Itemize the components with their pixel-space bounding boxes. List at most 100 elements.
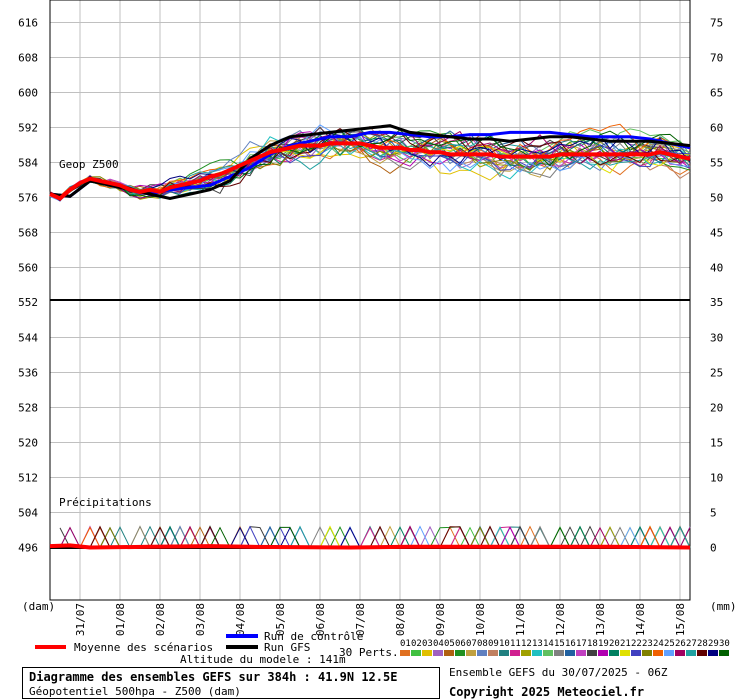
x-tick-label: 06/08 [314, 603, 327, 636]
right-tick-label: 5 [710, 507, 717, 520]
perturbation-legend-label: 05 [444, 639, 455, 649]
legend-gfs-label: Run GFS [264, 641, 310, 654]
left-tick-label: 496 [18, 542, 38, 555]
perturbation-legend-swatch [587, 650, 597, 656]
perturbation-legend-swatch [576, 650, 586, 656]
panel-label-precip: Précipitations [59, 496, 152, 509]
main-series-lines [49, 124, 691, 550]
perturbation-legend-swatch [686, 650, 696, 656]
copyright: Copyright 2025 Meteociel.fr [449, 685, 645, 699]
perturbation-legend-swatch [664, 650, 674, 656]
x-tick-label: 31/07 [74, 603, 87, 636]
perturbation-legend-swatch [543, 650, 553, 656]
x-tick-label: 11/08 [514, 603, 527, 636]
perturbation-legend-swatch [499, 650, 509, 656]
perturbation-legend-label: 06 [455, 639, 466, 649]
info-box: Diagramme des ensembles GEFS sur 384h : … [22, 667, 440, 699]
axes [49, 0, 691, 601]
perturbation-legend-swatch [631, 650, 641, 656]
x-tick-label: 14/08 [634, 603, 647, 636]
perturbation-legend: 01 02 03 04 05 06 07 08 09 10 11 12 13 14 15 16 17 18 19 20… [400, 639, 730, 656]
perturbation-legend-swatch [675, 650, 685, 656]
perturbation-legend-swatch [400, 650, 410, 656]
right-tick-label: 65 [710, 87, 723, 100]
perturbation-legend-label: 14 [543, 639, 554, 649]
left-tick-label: 584 [18, 157, 38, 170]
perturbation-count-label: 30 Perts. [339, 646, 399, 659]
perturbation-legend-label: 21 [620, 639, 631, 649]
x-tick-label: 04/08 [234, 603, 247, 636]
perturbation-legend-label: 28 [697, 639, 708, 649]
perturbation-legend-label: 16 [565, 639, 576, 649]
right-tick-label: 30 [710, 332, 723, 345]
perturbation-legend-swatch [488, 650, 498, 656]
left-tick-label: 536 [18, 367, 38, 380]
perturbation-legend-label: 15 [554, 639, 565, 649]
right-tick-label: 25 [710, 367, 723, 380]
right-tick-label: 55 [710, 157, 723, 170]
perturbation-line [49, 133, 691, 202]
perturbation-legend-swatch [510, 650, 520, 656]
left-unit-label: (dam) [22, 600, 55, 613]
perturbation-lines-precip [59, 525, 691, 549]
perturbation-legend-label: 17 [576, 639, 587, 649]
left-tick-label: 600 [18, 87, 38, 100]
perturbation-legend-swatch [708, 650, 718, 656]
perturbation-legend-label: 27 [686, 639, 697, 649]
perturbation-legend-swatch [422, 650, 432, 656]
perturbation-legend-label: 07 [466, 639, 477, 649]
perturbation-legend-label: 23 [642, 639, 653, 649]
perturbation-legend-swatch [719, 650, 729, 656]
x-tick-label: 10/08 [474, 603, 487, 636]
info-title: Diagramme des ensembles GEFS sur 384h : … [29, 670, 398, 684]
perturbation-legend-label: 09 [488, 639, 499, 649]
x-tick-label: 13/08 [594, 603, 607, 636]
perturbation-legend-swatch [609, 650, 619, 656]
left-tick-label: 528 [18, 402, 38, 415]
x-tick-label: 07/08 [354, 603, 367, 636]
perturbation-legend-swatch [455, 650, 465, 656]
perturbation-legend-label: 18 [587, 639, 598, 649]
perturbation-legend-label: 30 [719, 639, 730, 649]
altitude-label: Altitude du modele : 141m [180, 653, 346, 666]
panel-label-z500: Geop Z500 [59, 158, 119, 171]
series-line-precip [49, 543, 691, 550]
perturbation-legend-swatch [477, 650, 487, 656]
left-tick-label: 504 [18, 507, 38, 520]
right-tick-label: 60 [710, 122, 723, 135]
perturbation-legend-label: 11 [510, 639, 521, 649]
right-tick-label: 15 [710, 437, 723, 450]
perturbation-legend-swatch [554, 650, 564, 656]
perturbation-legend-swatch [433, 650, 443, 656]
left-tick-label: 592 [18, 122, 38, 135]
perturbation-legend-swatch [466, 650, 476, 656]
info-subtitle: Géopotentiel 500hpa - Z500 (dam) [29, 685, 241, 698]
series-line-z500 [49, 141, 691, 201]
perturbation-legend-swatch [653, 650, 663, 656]
right-tick-label: 45 [710, 227, 723, 240]
perturbation-legend-swatch [444, 650, 454, 656]
perturbation-legend-label: 13 [532, 639, 543, 649]
x-tick-label: 05/08 [274, 603, 287, 636]
left-tick-label: 552 [18, 296, 38, 309]
perturbation-legend-label: 03 [422, 639, 433, 649]
series-line-z500 [49, 124, 691, 201]
perturbation-legend-swatch [697, 650, 707, 656]
right-tick-label: 0 [710, 542, 717, 555]
perturbation-legend-label: 22 [631, 639, 642, 649]
left-tick-label: 520 [18, 437, 38, 450]
x-tick-label: 08/08 [394, 603, 407, 636]
perturbation-legend-label: 02 [411, 639, 422, 649]
perturbation-legend-swatch [521, 650, 531, 656]
perturbation-legend-label: 26 [675, 639, 686, 649]
legend-mean-label: Moyenne des scénarios [74, 641, 213, 654]
x-tick-label: 09/08 [434, 603, 447, 636]
x-tick-label: 12/08 [554, 603, 567, 636]
right-tick-label: 20 [710, 402, 723, 415]
perturbation-legend-label: 10 [499, 639, 510, 649]
right-tick-label: 35 [710, 296, 723, 309]
tick-labels: 6166086005925845765685605525445365285205… [18, 17, 723, 637]
x-tick-label: 02/08 [154, 603, 167, 636]
perturbation-legend-label: 29 [708, 639, 719, 649]
perturbation-legend-swatch [620, 650, 630, 656]
